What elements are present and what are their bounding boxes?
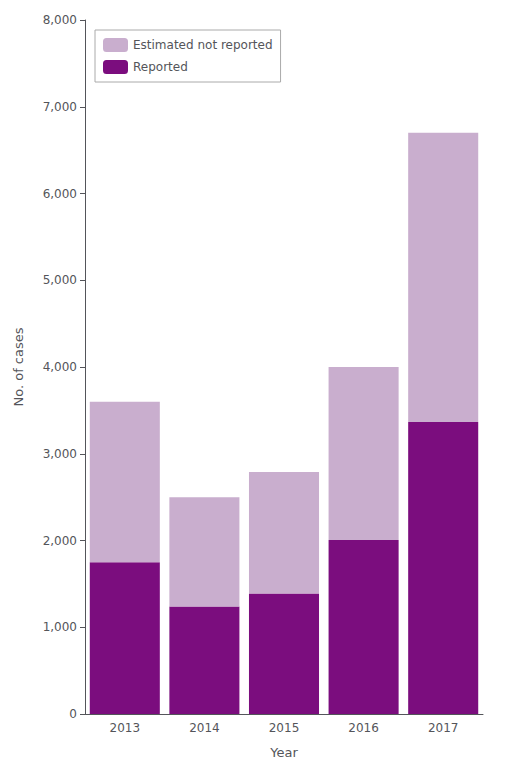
svg-text:Year: Year bbox=[269, 745, 298, 760]
svg-text:5,000: 5,000 bbox=[43, 273, 77, 287]
svg-text:2016: 2016 bbox=[348, 721, 379, 735]
svg-text:2014: 2014 bbox=[189, 721, 220, 735]
svg-text:2013: 2013 bbox=[110, 721, 141, 735]
svg-text:2,000: 2,000 bbox=[43, 534, 77, 548]
svg-text:0: 0 bbox=[69, 707, 77, 721]
svg-text:2017: 2017 bbox=[428, 721, 459, 735]
svg-text:7,000: 7,000 bbox=[43, 100, 77, 114]
svg-text:8,000: 8,000 bbox=[43, 13, 77, 27]
svg-text:3,000: 3,000 bbox=[43, 447, 77, 461]
svg-text:Estimated not reported: Estimated not reported bbox=[133, 38, 273, 52]
svg-text:1,000: 1,000 bbox=[43, 620, 77, 634]
svg-text:No. of cases: No. of cases bbox=[11, 327, 26, 406]
svg-text:2015: 2015 bbox=[269, 721, 300, 735]
svg-text:4,000: 4,000 bbox=[43, 360, 77, 374]
svg-text:Reported: Reported bbox=[133, 60, 188, 74]
svg-text:6,000: 6,000 bbox=[43, 187, 77, 201]
